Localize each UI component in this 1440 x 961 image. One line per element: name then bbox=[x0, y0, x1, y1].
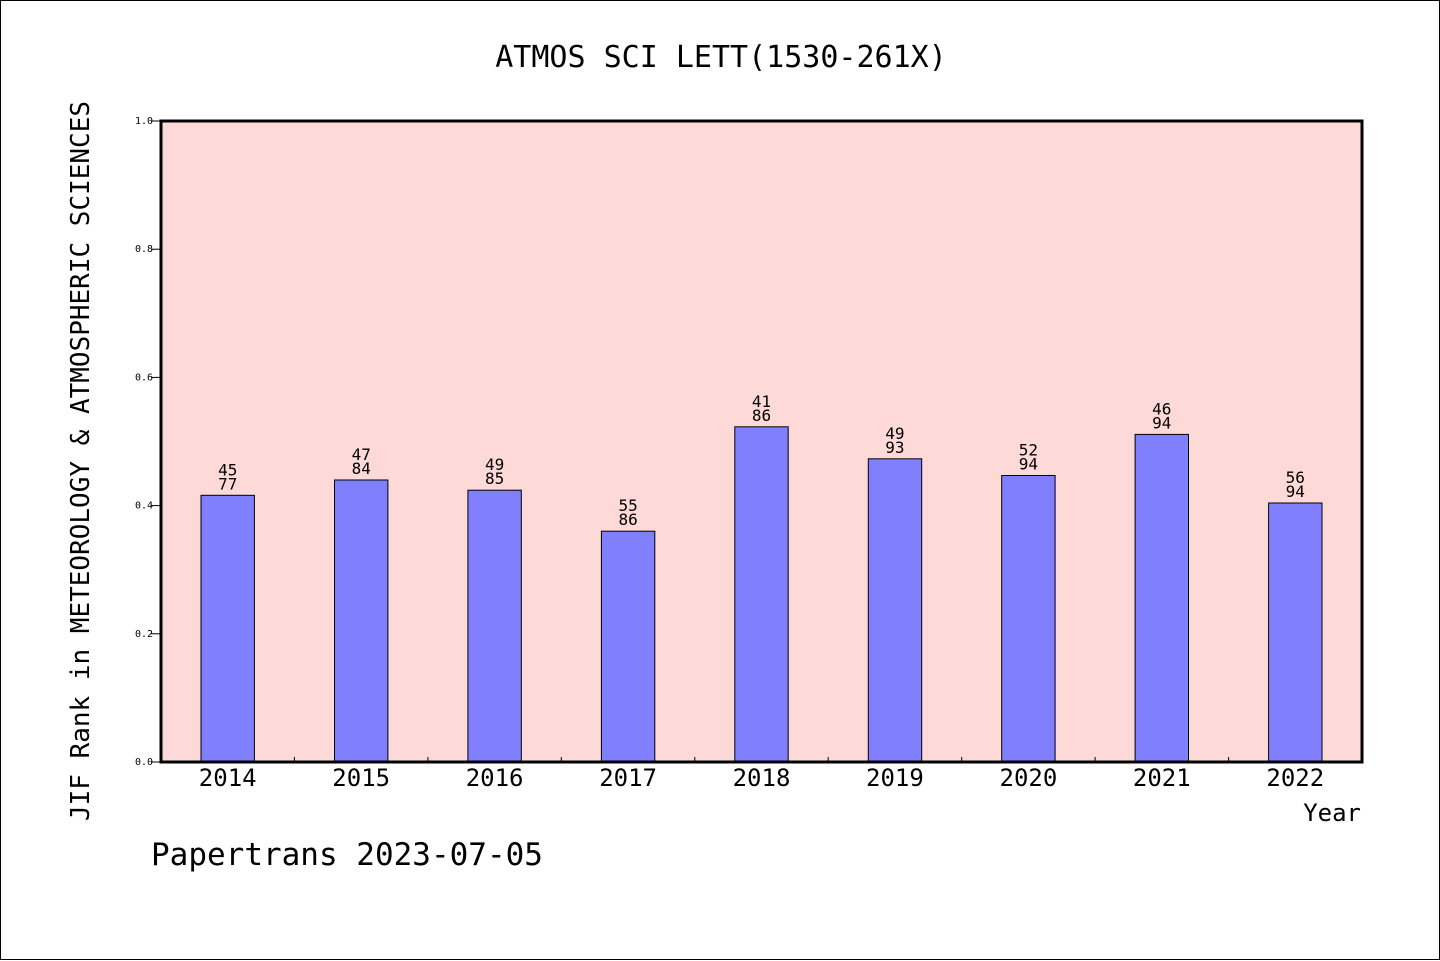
rank-label-2015-top: 47 bbox=[352, 445, 371, 464]
plot-border bbox=[159, 119, 1364, 764]
x-tick-label-2020: 2020 bbox=[1000, 764, 1058, 792]
x-tick-label-2014: 2014 bbox=[199, 764, 257, 792]
bar-2021 bbox=[1134, 433, 1189, 763]
bar-2018 bbox=[734, 426, 789, 763]
bar-2017 bbox=[600, 530, 656, 763]
x-axis-label: Year bbox=[1303, 799, 1361, 827]
rank-label-2016-bottom: 85 bbox=[485, 469, 504, 488]
chart-title: ATMOS SCI LETT(1530-261X) bbox=[495, 40, 947, 75]
y-tick-label: 0.8 bbox=[135, 244, 153, 255]
x-tick-label-2019: 2019 bbox=[866, 764, 924, 792]
rank-label-2019-bottom: 93 bbox=[885, 438, 904, 457]
x-tick-label-2015: 2015 bbox=[332, 764, 390, 792]
x-tick-label-2016: 2016 bbox=[466, 764, 524, 792]
rank-label-2019-top: 49 bbox=[885, 424, 904, 443]
footer-credit: Papertrans 2023-07-05 bbox=[151, 837, 543, 873]
y-tick-label: 0.6 bbox=[135, 372, 153, 383]
x-tick-label-2017: 2017 bbox=[599, 764, 657, 792]
rank-label-2017-top: 55 bbox=[618, 496, 637, 515]
bar-2020 bbox=[1001, 475, 1056, 763]
rank-label-2022-bottom: 94 bbox=[1286, 482, 1305, 501]
rank-label-2021-top: 46 bbox=[1152, 399, 1171, 418]
rank-label-2016-top: 49 bbox=[485, 455, 504, 474]
rank-label-2015-bottom: 84 bbox=[352, 459, 371, 478]
rank-label-2014-top: 45 bbox=[218, 460, 237, 479]
bar-2015 bbox=[334, 479, 389, 763]
bar-2016 bbox=[467, 489, 522, 763]
bar-2019 bbox=[867, 458, 923, 763]
rank-label-2020-top: 52 bbox=[1019, 441, 1038, 460]
y-tick-label: 0.0 bbox=[135, 757, 153, 768]
y-tick-label: 0.4 bbox=[135, 501, 153, 512]
rank-label-2022-top: 56 bbox=[1286, 468, 1305, 487]
rank-label-2014-bottom: 77 bbox=[218, 474, 237, 493]
x-tick-label-2022: 2022 bbox=[1266, 764, 1324, 792]
x-tick-label-2021: 2021 bbox=[1133, 764, 1191, 792]
rank-label-2020-bottom: 94 bbox=[1019, 455, 1038, 474]
rank-label-2021-bottom: 94 bbox=[1152, 413, 1171, 432]
rank-label-2017-bottom: 86 bbox=[618, 510, 637, 529]
y-tick-label: 1.0 bbox=[135, 116, 153, 127]
rank-label-2018-top: 41 bbox=[752, 392, 771, 411]
x-tick-label-2018: 2018 bbox=[733, 764, 791, 792]
y-axis-label: JIF Rank in METEOROLOGY & ATMOSPHERIC SC… bbox=[66, 101, 96, 821]
y-tick-label: 0.2 bbox=[135, 629, 153, 640]
bar-2022 bbox=[1268, 502, 1323, 763]
rank-label-2018-bottom: 86 bbox=[752, 406, 771, 425]
bar-2014 bbox=[200, 494, 255, 763]
